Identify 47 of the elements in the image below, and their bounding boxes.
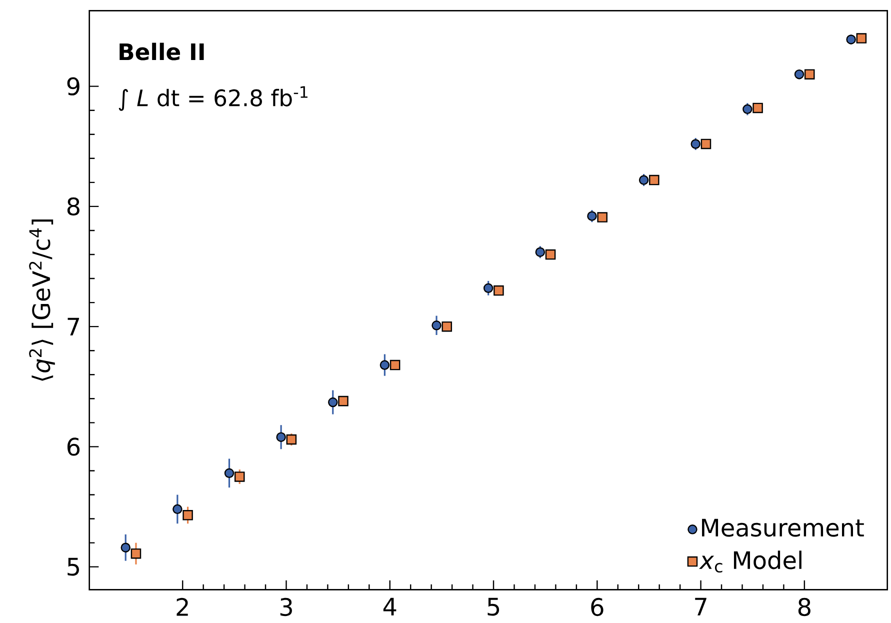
point: [442, 321, 452, 332]
point: [182, 510, 193, 520]
x-tick-label: 7: [695, 598, 706, 616]
y-tick-label: 8: [67, 197, 80, 216]
x-tick-label: 8: [798, 598, 810, 616]
point: [276, 432, 286, 442]
point: [494, 285, 504, 296]
x-tick-label: 5: [488, 598, 500, 616]
point: [649, 174, 660, 186]
y-tick-label: 6: [67, 438, 80, 456]
point: [597, 212, 608, 222]
point: [328, 397, 338, 408]
point: [804, 69, 815, 80]
y-tick-label: 7: [68, 318, 80, 336]
point: [130, 548, 142, 559]
annotation: Belle II: [120, 42, 204, 60]
point: [286, 434, 297, 445]
point: [587, 211, 597, 221]
x-tick-label: 4: [383, 598, 396, 616]
point: [742, 104, 752, 114]
x-tick-label: 3: [280, 598, 292, 616]
point: [338, 396, 348, 406]
point: [120, 542, 130, 552]
point: [846, 34, 856, 44]
point: [172, 504, 182, 514]
point: [234, 472, 245, 482]
point: [224, 468, 234, 478]
point: [700, 138, 712, 150]
point: [638, 175, 649, 185]
point: [752, 102, 763, 114]
point: [690, 139, 700, 149]
point: [390, 360, 400, 370]
legend-label: x$_{c}$ Model: [699, 550, 802, 573]
point: [794, 69, 804, 80]
x-tick-label: 6: [591, 598, 604, 616]
point: [856, 33, 867, 44]
annotation: ∫ L dt = 62.8 fb$^{-1}$: [118, 86, 308, 111]
legend-label: Measurement: [702, 518, 864, 537]
point: [483, 283, 494, 294]
x-tick-label: 2: [176, 598, 188, 616]
y-tick-label: 5: [68, 558, 79, 576]
point: [535, 247, 546, 257]
y-tick-label: 9: [67, 77, 80, 96]
point: [380, 360, 390, 370]
y-axis-title: ⟨q$^{2}$⟩ [GeV$^{2}$/c$^{4}$]: [29, 220, 55, 381]
point: [432, 320, 442, 330]
point: [545, 249, 556, 260]
